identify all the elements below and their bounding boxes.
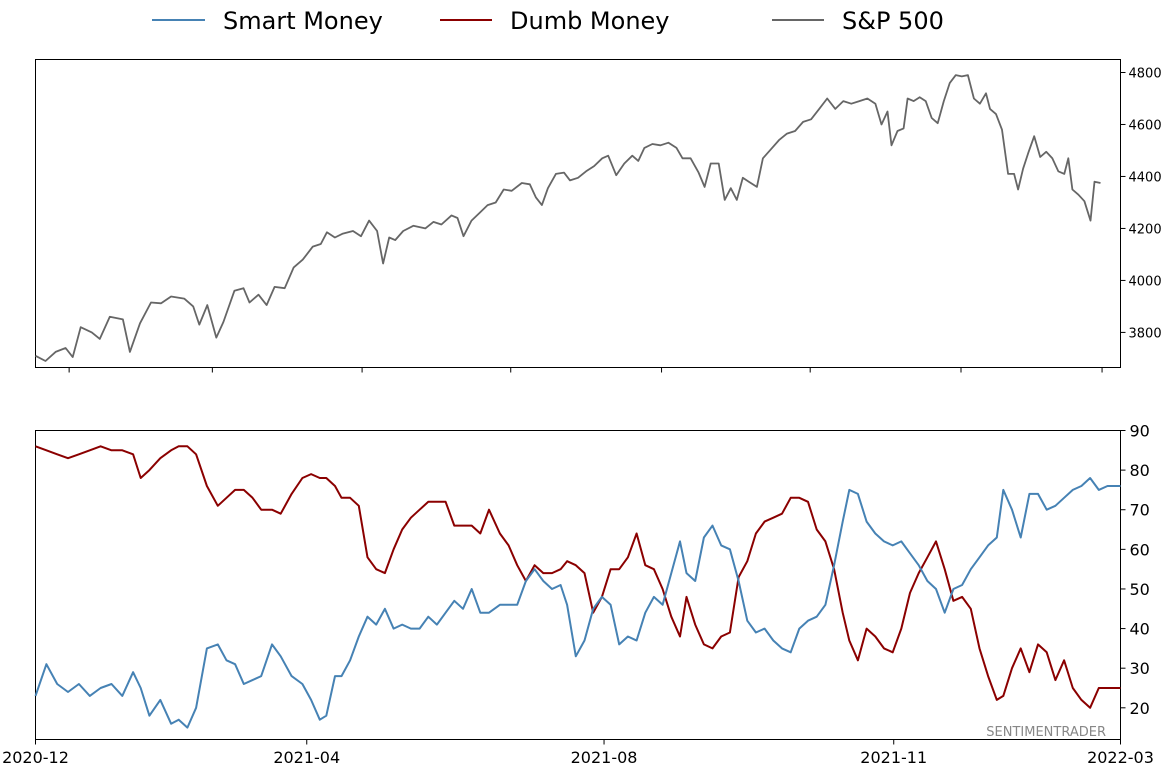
smart-money-line <box>34 477 1121 729</box>
top-ytick-label: 4400 <box>1129 170 1162 185</box>
bottom-x-axis: 2020-12 2021-04 2021-08 2021-11 2022-03 <box>2 739 1154 767</box>
top-ytick-label: 4200 <box>1129 222 1162 237</box>
top-ytick-label: 4800 <box>1129 66 1162 81</box>
dumb-money-line <box>35 445 1121 709</box>
top-ytick-label: 3800 <box>1129 326 1162 341</box>
legend-label-dumb-money: Dumb Money <box>510 7 670 35</box>
bottom-ytick-label: 70 <box>1130 501 1150 520</box>
sp500-line <box>35 74 1101 362</box>
top-plot-area <box>35 74 1101 362</box>
legend-label-sp500: S&P 500 <box>842 7 944 35</box>
bottom-ytick-label: 40 <box>1130 620 1150 639</box>
bottom-plot-area <box>34 445 1121 729</box>
watermark: SENTIMENTRADER <box>986 725 1106 740</box>
legend-item-dumb-money: Dumb Money <box>440 7 670 35</box>
bottom-ytick-label: 30 <box>1130 659 1150 678</box>
legend: Smart Money Dumb Money S&P 500 <box>152 7 944 35</box>
bottom-ytick-label: 90 <box>1130 422 1150 441</box>
bottom-xtick-label: 2021-08 <box>571 748 638 767</box>
top-x-axis <box>68 367 1103 373</box>
top-panel-frame <box>35 59 1121 368</box>
bottom-panel-frame <box>35 430 1121 740</box>
bottom-xtick-label: 2020-12 <box>2 748 69 767</box>
top-y-axis: 3800 4000 4200 4400 4600 4800 <box>1120 66 1162 341</box>
bottom-ytick-label: 60 <box>1130 540 1150 559</box>
bottom-y-axis: 20 30 40 50 60 70 80 90 <box>1120 422 1150 718</box>
legend-item-sp500: S&P 500 <box>772 7 944 35</box>
bottom-ytick-label: 20 <box>1130 699 1150 718</box>
bottom-xtick-label: 2022-03 <box>1087 748 1154 767</box>
top-ytick-label: 4000 <box>1129 274 1162 289</box>
bottom-xtick-label: 2021-11 <box>860 748 927 767</box>
bottom-ytick-label: 50 <box>1130 580 1150 599</box>
legend-item-smart-money: Smart Money <box>152 7 383 35</box>
bottom-ytick-label: 80 <box>1130 461 1150 480</box>
bottom-xtick-label: 2021-04 <box>273 748 340 767</box>
top-ytick-label: 4600 <box>1129 118 1162 133</box>
legend-label-smart-money: Smart Money <box>223 7 383 35</box>
